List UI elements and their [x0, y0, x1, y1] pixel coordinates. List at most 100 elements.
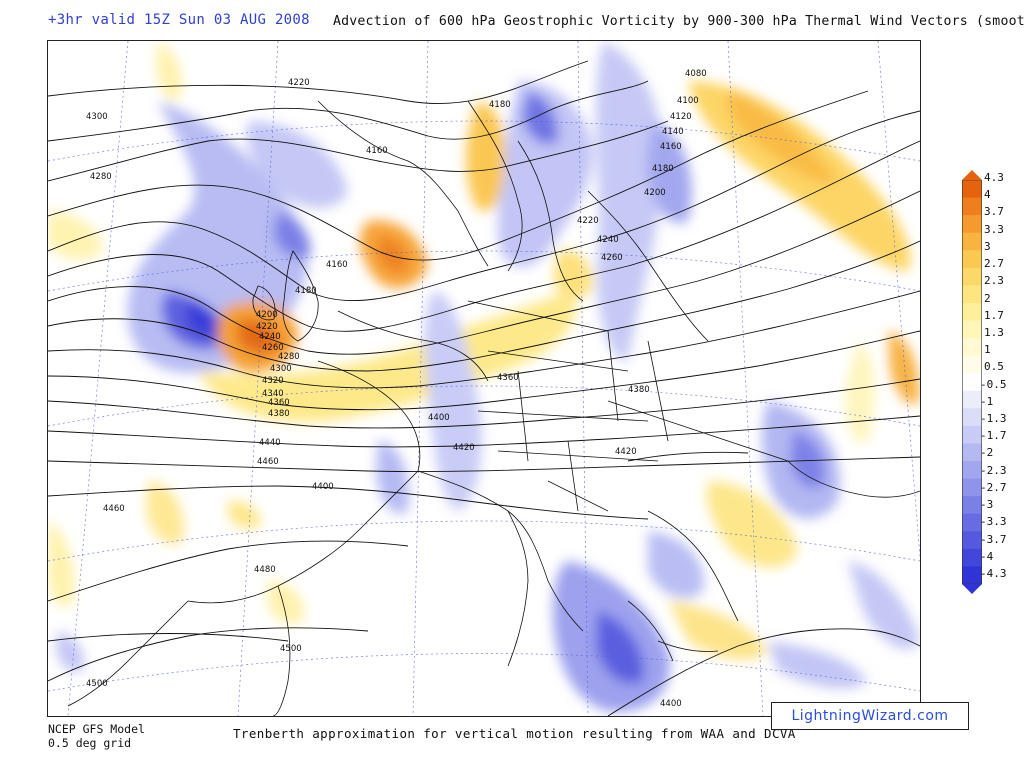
colorbar-swatch — [962, 320, 982, 339]
colorbar-label: 1 — [984, 343, 991, 357]
colorbar-swatch — [962, 496, 982, 515]
contour-label: 4340 — [262, 389, 284, 399]
colorbar-swatch — [962, 302, 982, 322]
contour-label: 4480 — [254, 565, 276, 575]
vorticity-advection-map: 4220 4300 4280 4160 4180 4080 4100 4120 … — [48, 41, 920, 716]
grid-resolution: 0.5 deg grid — [48, 736, 132, 750]
site-watermark[interactable]: LightningWizard.com — [771, 702, 969, 730]
contour-label: 4180 — [295, 286, 317, 296]
colorbar — [962, 170, 982, 594]
map-title: Advection of 600 hPa Geostrophic Vortici… — [333, 14, 1024, 29]
contour-label: 4280 — [90, 172, 112, 182]
colorbar-label: -2.7 — [980, 480, 1007, 494]
colorbar-swatch — [962, 390, 982, 409]
colorbar-swatch — [962, 548, 982, 567]
contour-labels: 4220 4300 4280 4160 4180 4080 4100 4120 … — [86, 69, 707, 709]
contour-label: 4100 — [677, 96, 699, 106]
colorbar-label: -3.3 — [980, 515, 1007, 529]
contour-label: 4180 — [489, 100, 511, 110]
contour-label: 4460 — [103, 504, 125, 514]
colorbar-swatch — [962, 180, 982, 199]
colorbar-label: -0.5 — [980, 377, 1007, 391]
contour-label: 4200 — [644, 188, 666, 198]
colorbar-swatch — [962, 461, 982, 480]
contour-label: 4160 — [326, 260, 348, 270]
colorbar-label: -3 — [980, 498, 994, 512]
colorbar-swatch — [962, 443, 982, 462]
contour-label: 4320 — [262, 376, 284, 386]
colorbar-label: 0.5 — [984, 360, 1004, 374]
contour-label: 4360 — [268, 398, 290, 408]
footer-caption: Trenberth approximation for vertical mot… — [233, 726, 796, 741]
colorbar-label: -2 — [980, 446, 994, 460]
colorbar-swatch — [962, 425, 982, 444]
contour-label: 4420 — [615, 447, 637, 457]
contour-label: 4300 — [86, 112, 108, 122]
colorbar-label: -4.3 — [980, 567, 1007, 580]
contour-label: 4200 — [256, 310, 278, 320]
contour-label: 4500 — [86, 679, 108, 689]
colorbar-swatch — [962, 338, 982, 357]
contour-label: 4140 — [662, 127, 684, 137]
contour-label: 4440 — [259, 438, 281, 448]
colorbar-label: 1.7 — [984, 308, 1004, 322]
colorbar-label: -3.7 — [980, 532, 1007, 546]
colorbar-label: 2.7 — [984, 257, 1004, 271]
colorbar-swatch — [962, 285, 982, 304]
contour-label: 4240 — [597, 235, 619, 245]
contour-label: 4160 — [366, 146, 388, 156]
contour-label: 4220 — [288, 78, 310, 88]
valid-time: +3hr valid 15Z Sun 03 AUG 2008 — [48, 12, 310, 28]
contour-label: 4220 — [577, 216, 599, 226]
colorbar-label: 4.3 — [984, 171, 1004, 184]
colorbar-swatch — [962, 355, 982, 374]
contour-label: 4280 — [278, 352, 300, 362]
colorbar-swatch — [962, 267, 982, 286]
colorbar-bottom-arrow — [962, 584, 982, 594]
coastlines-borders — [67, 100, 920, 716]
colorbar-swatch — [962, 232, 982, 251]
model-name: NCEP GFS Model — [48, 722, 145, 736]
contour-label: 4080 — [685, 69, 707, 79]
colorbar-swatch — [962, 197, 982, 216]
contour-label: 4460 — [257, 457, 279, 467]
colorbar-swatch — [962, 215, 982, 234]
advection-shading — [48, 41, 920, 712]
contour-label: 4400 — [312, 482, 334, 492]
colorbar-label: -1.3 — [980, 412, 1007, 426]
contour-label: 4120 — [670, 112, 692, 122]
colorbar-label: 4 — [984, 188, 991, 202]
map-panel: 4220 4300 4280 4160 4180 4080 4100 4120 … — [47, 40, 921, 717]
contour-label: 4380 — [268, 409, 290, 419]
colorbar-swatch — [962, 250, 982, 269]
contour-label: 4220 — [256, 322, 278, 332]
colorbar-top-arrow — [962, 170, 982, 180]
contour-label: 4360 — [497, 373, 519, 383]
colorbar-label: -1.7 — [980, 429, 1007, 443]
colorbar-label: -1 — [980, 394, 994, 408]
colorbar-swatch — [962, 373, 982, 392]
colorbar-swatch — [962, 478, 982, 497]
height-contours — [48, 60, 920, 716]
contour-label: 4260 — [601, 253, 623, 263]
contour-label: 4500 — [280, 644, 302, 654]
colorbar-swatch — [962, 566, 982, 585]
colorbar-label: 2 — [984, 291, 991, 305]
colorbar-label: -4 — [980, 549, 994, 563]
colorbar-label: 2.3 — [984, 274, 1004, 288]
contour-label: 4160 — [660, 142, 682, 152]
colorbar-swatches — [962, 179, 982, 585]
colorbar-label: 3 — [984, 239, 991, 253]
colorbar-label: 3.7 — [984, 205, 1004, 219]
contour-label: 4400 — [660, 699, 682, 709]
contour-label: 4260 — [262, 343, 284, 353]
colorbar-label: 1.3 — [984, 325, 1004, 339]
contour-label: 4300 — [270, 364, 292, 374]
contour-label: 4380 — [628, 385, 650, 395]
colorbar-label: 3.3 — [984, 222, 1004, 236]
colorbar-swatch — [962, 531, 982, 550]
contour-label: 4400 — [428, 413, 450, 423]
contour-label: 4180 — [652, 164, 674, 174]
colorbar-swatch — [962, 513, 982, 532]
colorbar-label: -2.3 — [980, 463, 1007, 477]
